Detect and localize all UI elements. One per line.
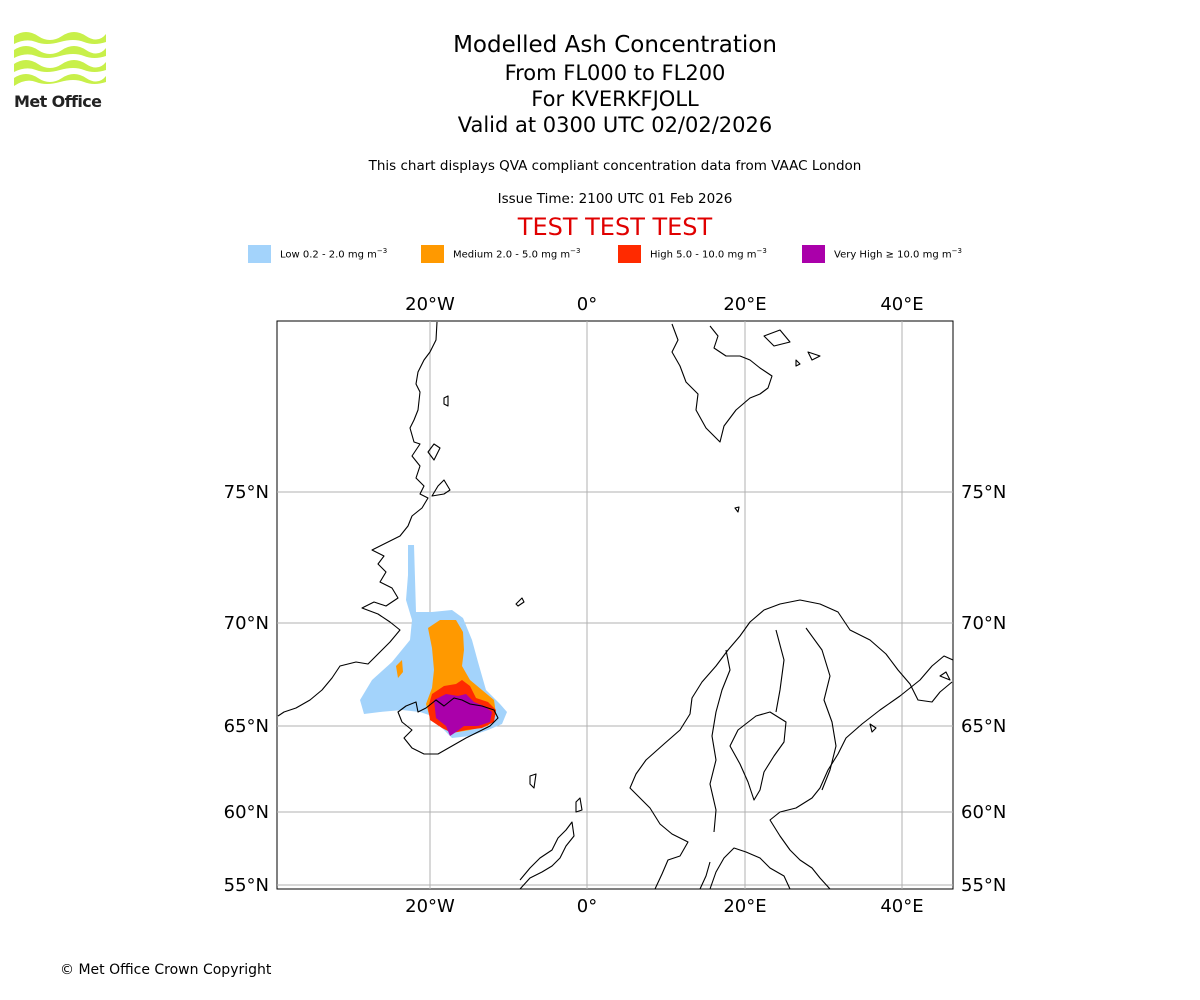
met-office-logo: [14, 32, 106, 86]
coast-norway: [629, 599, 953, 890]
lat-label-left: 75°N: [224, 482, 269, 503]
coast-scotland: [519, 821, 575, 890]
coast-bothnia: [729, 711, 787, 801]
lon-label-top: 20°E: [723, 294, 766, 315]
legend-label-low: Low 0.2 - 2.0 mg m: [280, 249, 377, 261]
lat-label-left: 70°N: [224, 613, 269, 634]
lon-label-bottom: 20°W: [405, 896, 455, 917]
map-frame: [276, 320, 954, 890]
valid-time: Valid at 0300 UTC 02/02/2026: [457, 113, 773, 137]
logo-text: Met Office: [14, 92, 102, 111]
flight-levels: From FL000 to FL200: [504, 61, 726, 85]
lat-label-right: 75°N: [961, 482, 1006, 503]
lat-label-right: 65°N: [961, 716, 1006, 737]
copyright: © Met Office Crown Copyright: [60, 962, 272, 978]
legend-label-very-high: Very High ≥ 10.0 mg m: [834, 249, 952, 261]
coast-greenland: [277, 321, 438, 717]
lat-label-left: 60°N: [224, 802, 269, 823]
legend-swatch-low: [248, 245, 271, 263]
border-sweden-finland: [775, 629, 785, 713]
legend-label-medium: Medium 2.0 - 5.0 mg m: [453, 249, 571, 261]
coastlines: [277, 321, 954, 890]
chart-description: This chart displays QVA compliant concen…: [368, 158, 862, 174]
legend-swatch-medium: [421, 245, 444, 263]
coast-iceland: [397, 697, 499, 755]
lon-label-bottom: 20°E: [723, 896, 766, 917]
lon-label-top: 0°: [577, 294, 597, 315]
coast-shetland: [575, 797, 583, 813]
lat-label-right: 55°N: [961, 875, 1006, 896]
axis-labels: 20°W 0° 20°E 40°E 20°W 0° 20°E 40°E 75°N…: [224, 294, 1007, 917]
chart-title: Modelled Ash Concentration: [453, 32, 777, 58]
lat-label-right: 70°N: [961, 613, 1006, 634]
coast-sweden: [709, 847, 791, 890]
volcano-name: For KVERKFJOLL: [531, 87, 699, 111]
lat-label-left: 55°N: [224, 875, 269, 896]
ash-plume-medium-patch: [396, 660, 403, 678]
coast-faroes: [529, 773, 537, 789]
legend-swatch-very-high: [802, 245, 825, 263]
border-finland-russia: [805, 627, 837, 791]
border-norway-sweden: [709, 649, 731, 833]
issue-time: Issue Time: 2100 UTC 01 Feb 2026: [497, 191, 733, 207]
lon-label-top: 40°E: [880, 294, 923, 315]
chart-titles: Modelled Ash Concentration From FL000 to…: [315, 30, 915, 138]
coast-bear-island: [734, 506, 740, 513]
map-gridlines: [277, 321, 953, 889]
coast-svalbard: [671, 323, 773, 443]
lon-label-top: 20°W: [405, 294, 455, 315]
test-banner: TEST TEST TEST: [517, 213, 713, 241]
lon-label-bottom: 0°: [577, 896, 597, 917]
legend-swatch-high: [618, 245, 641, 263]
coast-jan-mayen: [515, 597, 525, 607]
lat-label-left: 65°N: [224, 716, 269, 737]
ash-plume-very-high: [434, 694, 492, 736]
lon-label-bottom: 40°E: [880, 896, 923, 917]
coast-finland: [769, 655, 954, 890]
lat-label-right: 60°N: [961, 802, 1006, 823]
legend-label-high: High 5.0 - 10.0 mg m: [650, 249, 757, 261]
